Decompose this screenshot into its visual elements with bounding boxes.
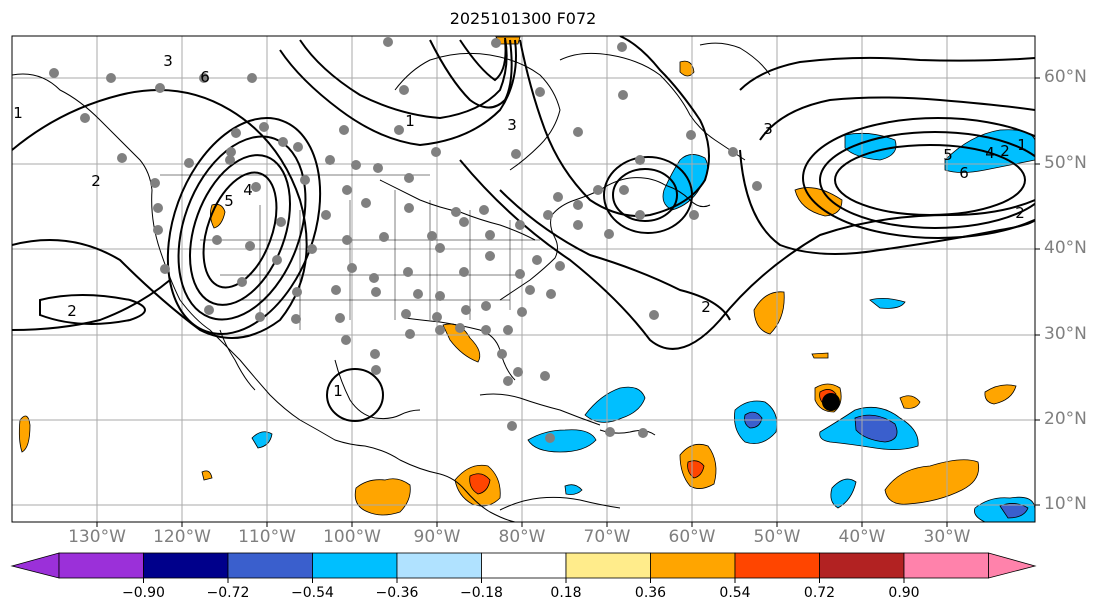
- contour-label: 4: [985, 144, 995, 162]
- lon-label: 80°W: [498, 527, 546, 547]
- lat-label: 20°N: [1044, 409, 1087, 429]
- lon-label: 60°W: [668, 527, 716, 547]
- colorbar-tick-label: −0.90: [122, 585, 165, 601]
- lon-label: 130°W: [68, 527, 126, 547]
- contour-label: 2: [67, 302, 77, 320]
- contour-label: 3: [507, 116, 517, 134]
- lon-label: 100°W: [323, 527, 381, 547]
- colorbar-tick-label: 0.72: [803, 585, 836, 601]
- lat-label: 40°N: [1044, 238, 1087, 258]
- colorbar-extend-low: [10, 552, 60, 579]
- colorbar-tick-label: 0.54: [719, 585, 751, 601]
- contour-label: 2: [1015, 204, 1025, 222]
- colorbar-tick-label: 0.18: [550, 585, 582, 601]
- colorbar-tick-label: −0.18: [460, 585, 503, 601]
- lon-label: 40°W: [838, 527, 886, 547]
- contour-label: 5: [943, 146, 953, 164]
- graticule: [12, 36, 1035, 522]
- contour-label: 1: [13, 104, 23, 122]
- contour-label: 6: [200, 68, 210, 86]
- contour-label: 2: [91, 172, 101, 190]
- map-frame: [11, 35, 1036, 523]
- contour-label: 4: [243, 181, 253, 199]
- lat-label: 60°N: [1044, 67, 1087, 87]
- contour-label: 2: [701, 298, 711, 316]
- contour-label: 1: [1017, 136, 1027, 154]
- cold-anomaly-areas: [210, 129, 1035, 522]
- storm-center-marker: [822, 393, 840, 411]
- lon-label: 90°W: [413, 527, 461, 547]
- axis-ticks: [96, 77, 1040, 527]
- contour-label: 3: [763, 120, 773, 138]
- lon-label: 110°W: [238, 527, 296, 547]
- contour-label: 1: [333, 382, 343, 400]
- colorbar-tick-label: 0.36: [634, 585, 667, 601]
- colorbar-tick-label: 0.90: [888, 585, 920, 601]
- station-dots: [49, 37, 762, 443]
- colorbar: [10, 552, 1037, 579]
- lat-label: 10°N: [1044, 494, 1087, 514]
- contour-label: 1: [405, 112, 415, 130]
- colorbar-tick-label: −0.54: [291, 585, 334, 601]
- colorbar-extend-high: [988, 552, 1037, 579]
- contour-value-labels: 1 2 3 4 5 6 2 1 3 2 1 2 3 4 5 6 2 1: [13, 52, 1027, 400]
- lat-label: 50°N: [1044, 153, 1087, 173]
- lon-label: 120°W: [153, 527, 211, 547]
- contour-label: 3: [163, 52, 173, 70]
- map-title: 2025101300 F072: [449, 9, 597, 28]
- contour-lines: [12, 36, 1035, 422]
- colorbar-tick-label: −0.36: [375, 585, 419, 601]
- contour-label: 6: [959, 164, 969, 182]
- contour-label: 2: [1000, 142, 1010, 160]
- lon-label: 70°W: [583, 527, 631, 547]
- lon-label: 30°W: [923, 527, 971, 547]
- lat-label: 30°N: [1044, 324, 1087, 344]
- lon-label: 50°W: [753, 527, 801, 547]
- colorbar-tick-label: −0.72: [206, 585, 250, 601]
- contour-label: 5: [224, 192, 234, 210]
